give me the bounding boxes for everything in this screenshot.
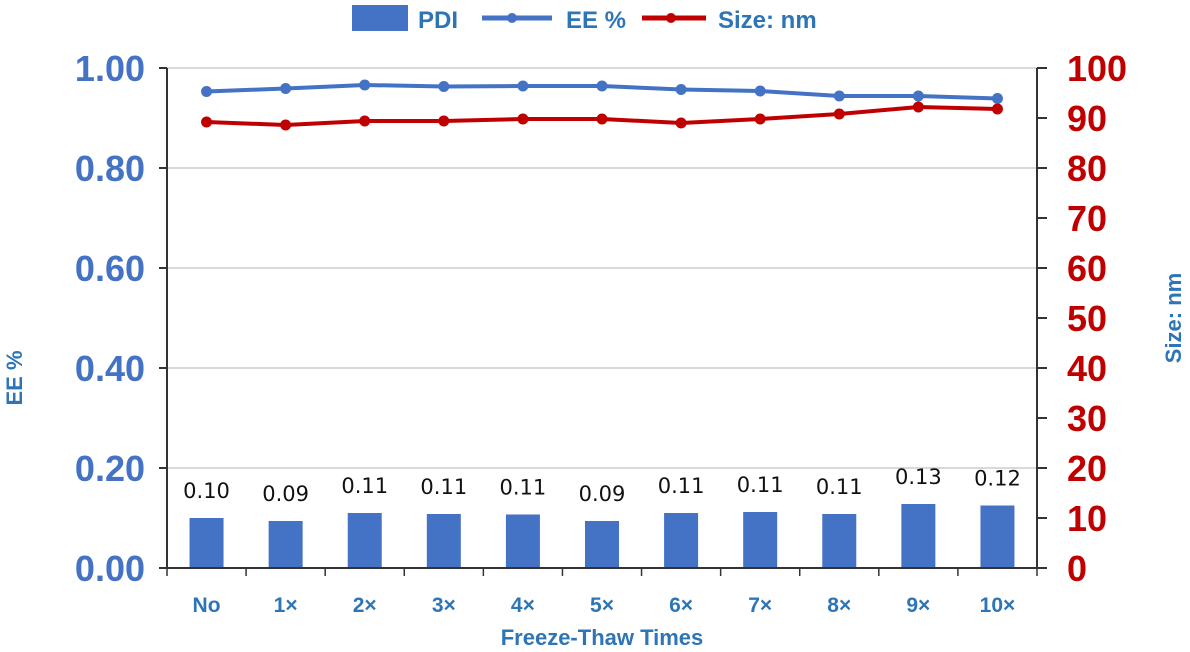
pdi-data-label: 0.11 (658, 474, 705, 498)
series-point-size (438, 115, 450, 127)
x-tick-label: 6× (669, 594, 693, 617)
right-tick-label: 50 (1067, 298, 1107, 339)
series-lines (201, 79, 1003, 131)
pdi-data-label: 0.11 (816, 475, 863, 499)
right-tick-label: 30 (1067, 398, 1107, 439)
right-tick-label: 90 (1067, 98, 1107, 139)
pdi-bars (189, 504, 1015, 568)
series-point-size (201, 116, 213, 128)
pdi-data-label: 0.09 (579, 482, 626, 506)
right-axis-title: Size: nm (1161, 273, 1186, 363)
gridlines (167, 67, 1037, 469)
right-tick-label: 20 (1067, 448, 1107, 489)
series-point-size (754, 113, 766, 125)
left-tick-label: 0.20 (75, 448, 145, 489)
pdi-bar (505, 514, 540, 568)
pdi-bar (901, 504, 936, 568)
left-tick-label: 0.40 (75, 348, 145, 389)
series-point-ee (596, 80, 608, 92)
series-point-ee (991, 93, 1003, 104)
series-point-size (280, 119, 292, 131)
series-point-size (596, 113, 608, 125)
right-tick-label: 80 (1067, 148, 1107, 189)
legend-marker-size (666, 13, 676, 23)
series-point-ee (833, 90, 845, 102)
left-tick-label: 0.00 (75, 548, 145, 589)
left-tick-label: 0.80 (75, 148, 145, 189)
x-axis-title: Freeze-Thaw Times (501, 625, 704, 650)
series-point-size (359, 115, 371, 127)
axes (159, 67, 1047, 576)
legend-marker-ee (507, 13, 517, 23)
right-tick-label: 60 (1067, 248, 1107, 289)
left-axis-tick-labels: 0.00 0.20 0.40 0.60 0.80 1.00 (75, 48, 145, 589)
right-axis-tick-labels: 0 10 20 30 40 50 60 70 80 90 100 (1067, 48, 1127, 589)
pdi-bar (347, 513, 382, 568)
pdi-data-label: 0.11 (737, 473, 784, 497)
pdi-data-label: 0.10 (183, 479, 230, 503)
pdi-data-label: 0.11 (420, 475, 467, 499)
pdi-data-label: 0.12 (974, 467, 1021, 491)
pdi-bar (664, 513, 699, 568)
pdi-bar (743, 512, 778, 568)
pdi-bar (189, 518, 224, 568)
pdi-bar (426, 514, 461, 568)
legend-label-pdi: PDI (418, 7, 458, 34)
left-axis-title: EE % (2, 350, 27, 405)
legend: PDI EE % Size: nm (352, 5, 817, 34)
series-point-ee (280, 83, 292, 94)
series-point-ee (359, 79, 371, 91)
x-tick-label: 2× (353, 594, 377, 617)
x-tick-label: 9× (906, 594, 930, 617)
series-point-size (675, 117, 687, 129)
right-tick-label: 10 (1067, 498, 1107, 539)
right-tick-label: 40 (1067, 348, 1107, 389)
pdi-data-label: 0.09 (262, 482, 309, 506)
series-point-size (991, 103, 1003, 115)
x-tick-label: 1× (274, 594, 298, 617)
left-tick-label: 0.60 (75, 248, 145, 289)
series-point-size (517, 113, 529, 125)
series-point-ee (517, 80, 529, 92)
series-point-ee (754, 85, 766, 97)
series-point-ee (675, 84, 687, 95)
pdi-data-label: 0.11 (341, 474, 388, 498)
right-tick-label: 100 (1067, 48, 1127, 89)
left-tick-label: 1.00 (75, 48, 145, 89)
right-tick-label: 70 (1067, 198, 1107, 239)
series-point-ee (912, 90, 924, 102)
legend-swatch-pdi (352, 5, 408, 31)
x-tick-label: 8× (827, 594, 851, 617)
series-point-size (833, 108, 845, 120)
pdi-bar (585, 521, 619, 568)
pdi-data-label: 0.13 (895, 465, 942, 489)
right-tick-label: 0 (1067, 548, 1087, 589)
pdi-bar (822, 514, 857, 568)
pdi-bar (980, 505, 1015, 568)
pdi-bar (268, 521, 303, 568)
x-axis-tick-labels: No 1× 2× 3× 4× 5× 6× 7× 8× 9× 10× (193, 594, 1016, 617)
legend-label-ee: EE % (566, 7, 626, 34)
series-point-ee (201, 86, 213, 97)
x-tick-label: 3× (432, 594, 456, 617)
legend-label-size: Size: nm (718, 7, 817, 34)
x-tick-label: 4× (511, 594, 535, 617)
x-tick-label: 10× (980, 594, 1016, 617)
x-tick-label: 7× (748, 594, 772, 617)
x-tick-label: No (193, 594, 221, 617)
series-point-ee (438, 81, 450, 92)
pdi-data-label: 0.11 (500, 476, 547, 500)
series-point-size (912, 101, 924, 113)
pdi-data-labels: 0.10 0.09 0.11 0.11 0.11 0.09 0.11 0.11 0.11 0.13… (183, 465, 1021, 506)
x-tick-label: 5× (590, 594, 614, 617)
